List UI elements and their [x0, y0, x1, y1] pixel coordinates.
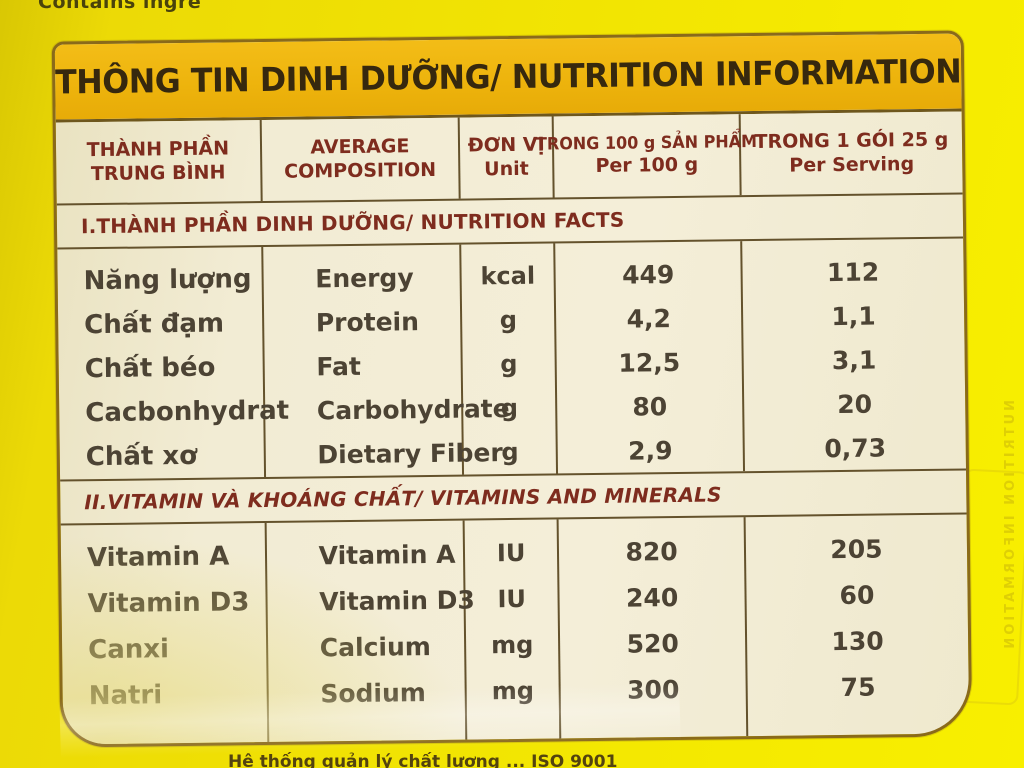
table-title-band: THÔNG TIN DINH DƯỠNG/ NUTRITION INFORMAT… [54, 33, 962, 123]
cell-perServing: 205 [830, 533, 883, 564]
column-per-100g: 820 240 520 300 [558, 517, 749, 739]
top-cut-text: Contains ingre [38, 0, 202, 13]
column-per-100g: 449 4,2 12,5 80 2,9 [555, 241, 745, 474]
column-per-serving: 205 60 130 75 [745, 514, 969, 736]
cell-perServing: 0,73 [824, 432, 887, 463]
cell-en: Calcium [319, 631, 431, 662]
header-per-serving: TRONG 1 GÓI 25 g Per Serving [741, 111, 963, 195]
cell-unit: g [501, 437, 519, 467]
nutrition-table: THÔNG TIN DINH DƯỠNG/ NUTRITION INFORMAT… [51, 30, 973, 748]
header-line: Unit [484, 157, 529, 180]
cell-per100g: 300 [627, 674, 680, 705]
header-line: TRONG 100 g SẢN PHẨM [536, 131, 758, 155]
header-line: ĐƠN VỊ [467, 133, 545, 157]
cell-unit: mg [491, 630, 534, 660]
cell-en: Vitamin D3 [319, 584, 475, 616]
column-unit: IU IU mg mg [464, 519, 562, 740]
section-1-heading: I.THÀNH PHẦN DINH DƯỠNG/ NUTRITION FACTS [80, 207, 625, 239]
cell-en: Protein [315, 306, 420, 337]
header-unit: ĐƠN VỊ Unit [459, 116, 555, 199]
column-component-en: Vitamin A Vitamin D3 Calcium Sodium [266, 520, 475, 742]
cell-en: Energy [315, 262, 414, 293]
cell-vi: Chất đạm [84, 308, 225, 341]
cell-vi: Canxi [87, 634, 170, 666]
column-per-serving: 112 1,1 3,1 20 0,73 [742, 238, 966, 471]
header-line: Per 100 g [595, 154, 699, 178]
cell-perServing: 112 [826, 257, 880, 287]
cell-per100g: 2,9 [628, 435, 673, 466]
cell-perServing: 130 [831, 625, 884, 656]
cell-per100g: 449 [621, 259, 675, 290]
cell-perServing: 1,1 [831, 301, 876, 331]
cell-vi: Natri [88, 680, 163, 712]
section-1-rows: Năng lượng Chất đạm Chất béo Cacbonhydrat Ch… [57, 238, 966, 480]
table-header-row: THÀNH PHẦN TRUNG BÌNH AVERAGE COMPOSITIO… [55, 111, 963, 204]
column-unit: kcal g g g g [461, 243, 559, 475]
column-component-vi: Vitamin A Vitamin D3 Canxi Natri [60, 523, 269, 745]
header-line: COMPOSITION [284, 158, 437, 183]
cell-perServing: 3,1 [831, 345, 877, 375]
cell-vi: Năng lượng [83, 264, 252, 297]
cell-unit: mg [491, 676, 535, 706]
cell-per100g: 80 [632, 391, 668, 422]
cell-unit: g [499, 305, 518, 335]
header-line: Per Serving [789, 152, 915, 177]
column-component-vi: Năng lượng Chất đạm Chất béo Cacbonhydrat Ch… [57, 247, 290, 480]
header-average-composition-en: AVERAGE COMPOSITION [261, 117, 461, 202]
section-2-heading: II.VITAMIN VÀ KHOÁNG CHẤT/ VITAMINS AND … [84, 482, 722, 515]
cell-en: Carbohydrate [316, 393, 510, 425]
cell-en: Sodium [320, 677, 427, 708]
column-component-en: Energy Protein Fat Carbohydrate Dietary Fibe… [262, 244, 510, 478]
header-line: TRUNG BÌNH [90, 160, 226, 185]
cell-unit: IU [496, 538, 526, 568]
cell-per100g: 4,2 [626, 303, 672, 334]
cell-unit: IU [497, 584, 527, 614]
cell-per100g: 520 [626, 628, 679, 659]
cell-per100g: 820 [625, 536, 678, 567]
header-line: AVERAGE [310, 134, 410, 159]
cell-vi: Vitamin A [86, 541, 230, 574]
cell-unit: kcal [480, 261, 536, 291]
cell-vi: Chất xơ [85, 440, 198, 473]
cell-unit: g [500, 349, 518, 379]
cell-per100g: 240 [625, 582, 679, 613]
table-title: THÔNG TIN DINH DƯỠNG/ NUTRITION INFORMAT… [54, 51, 962, 102]
cell-vi: Chất béo [84, 352, 216, 385]
cell-perServing: 60 [839, 580, 875, 610]
header-line: TRONG 1 GÓI 25 g [754, 128, 949, 153]
cell-en: Vitamin A [318, 539, 456, 570]
cell-perServing: 20 [837, 389, 873, 419]
header-per-100g: TRONG 100 g SẢN PHẨM Per 100 g [536, 114, 757, 198]
cell-unit: g [500, 393, 519, 423]
cell-perServing: 75 [840, 672, 876, 702]
cell-vi: Cacbonhydrat [85, 395, 290, 429]
cell-per100g: 12,5 [618, 347, 681, 378]
cell-en: Fat [316, 351, 361, 381]
cell-vi: Vitamin D3 [87, 587, 250, 620]
header-line: THÀNH PHẦN [86, 137, 230, 161]
cell-en: Dietary Fiber [317, 437, 503, 469]
bottom-cut-text: Hệ thống quản lý chất lượng ... ISO 9001 [228, 752, 618, 768]
header-average-composition-vi: THÀNH PHẦN TRUNG BÌNH [55, 120, 263, 204]
